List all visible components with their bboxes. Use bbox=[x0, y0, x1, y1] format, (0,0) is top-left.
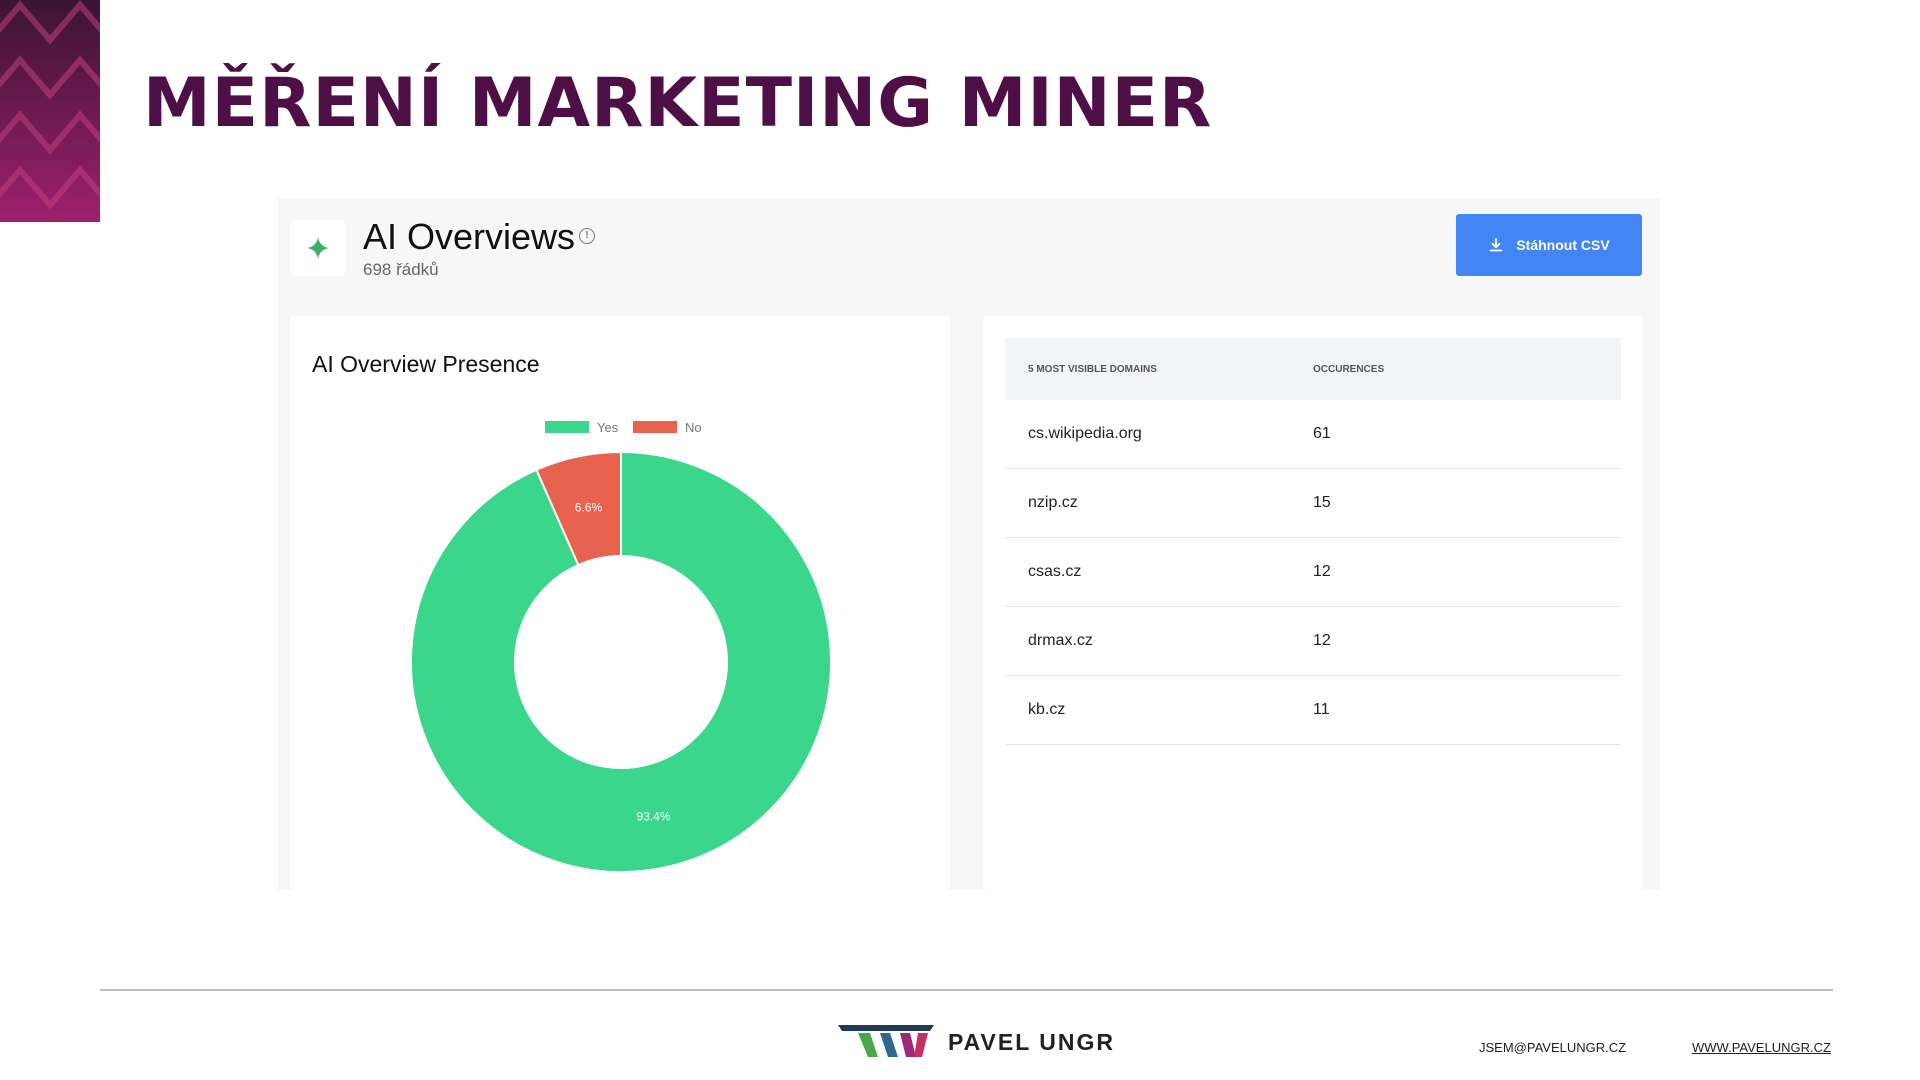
legend-item-yes[interactable]: Yes bbox=[545, 420, 619, 435]
download-csv-label: Stáhnout CSV bbox=[1516, 237, 1610, 253]
slide-title: MĚŘENÍ MARKETING MINER bbox=[143, 64, 1213, 143]
donut-slice-no[interactable] bbox=[535, 450, 622, 567]
domains-card: 5 MOST VISIBLE DOMAINS OCCURENCES cs.wik… bbox=[983, 316, 1643, 890]
table-header: 5 MOST VISIBLE DOMAINS OCCURENCES bbox=[1005, 338, 1621, 400]
table-row: cs.wikipedia.org 61 bbox=[1005, 400, 1621, 469]
header-icon-box bbox=[290, 220, 346, 276]
table-row: kb.cz 11 bbox=[1005, 676, 1621, 745]
download-csv-button[interactable]: Stáhnout CSV bbox=[1456, 214, 1642, 276]
domains-table: 5 MOST VISIBLE DOMAINS OCCURENCES cs.wik… bbox=[1005, 338, 1621, 745]
domain-cell: csas.cz bbox=[1028, 563, 1082, 580]
donut-slice-yes[interactable] bbox=[410, 450, 832, 873]
page-title: AI Overviews bbox=[363, 216, 576, 257]
footer-name: PAVEL UNGR bbox=[948, 1028, 1115, 1055]
occurence-cell: 15 bbox=[1313, 494, 1331, 511]
footer-website-link[interactable]: WWW.PAVELUNGR.CZ bbox=[1692, 1040, 1831, 1055]
legend-swatch bbox=[545, 421, 589, 433]
chart-title: AI Overview Presence bbox=[312, 351, 540, 377]
info-icon[interactable]: ! bbox=[579, 228, 595, 244]
corner-decoration bbox=[0, 0, 100, 222]
screenshot-panel: AI Overviews ! 698 řádků Stáhnout CSV AI… bbox=[278, 198, 1660, 890]
occurence-cell: 61 bbox=[1313, 425, 1331, 442]
table-row: csas.cz 12 bbox=[1005, 538, 1621, 607]
footer-email-link[interactable]: JSEM@PAVELUNGR.CZ bbox=[1479, 1040, 1627, 1055]
donut-chart: Yes No 93.4% 6.6% bbox=[410, 420, 832, 873]
slice-label-yes: 93.4% bbox=[637, 810, 671, 824]
legend-label: Yes bbox=[597, 420, 619, 435]
table-row: drmax.cz 12 bbox=[1005, 607, 1621, 676]
legend-label: No bbox=[685, 420, 702, 435]
sparkle-icon bbox=[307, 237, 329, 259]
presence-card: AI Overview Presence Yes No 93.4% 6.6% bbox=[290, 316, 950, 890]
download-icon bbox=[1489, 238, 1503, 252]
logo-mark-icon bbox=[838, 1025, 934, 1057]
occurence-cell: 11 bbox=[1313, 701, 1330, 718]
legend-swatch bbox=[633, 421, 677, 433]
legend-item-no[interactable]: No bbox=[633, 420, 702, 435]
row-count: 698 řádků bbox=[363, 260, 439, 279]
column-header-occurences[interactable]: OCCURENCES bbox=[1313, 363, 1385, 375]
slice-label-no: 6.6% bbox=[575, 500, 603, 514]
occurence-cell: 12 bbox=[1313, 563, 1331, 580]
domain-cell: cs.wikipedia.org bbox=[1028, 425, 1142, 442]
domain-cell: drmax.cz bbox=[1028, 632, 1093, 649]
domain-cell: nzip.cz bbox=[1028, 494, 1078, 511]
column-header-domains[interactable]: 5 MOST VISIBLE DOMAINS bbox=[1028, 363, 1157, 375]
occurence-cell: 12 bbox=[1313, 632, 1331, 649]
domain-cell: kb.cz bbox=[1028, 701, 1066, 718]
footer-logo: PAVEL UNGR bbox=[838, 1025, 1115, 1059]
footer-divider bbox=[100, 989, 1833, 991]
table-row: nzip.cz 15 bbox=[1005, 469, 1621, 538]
